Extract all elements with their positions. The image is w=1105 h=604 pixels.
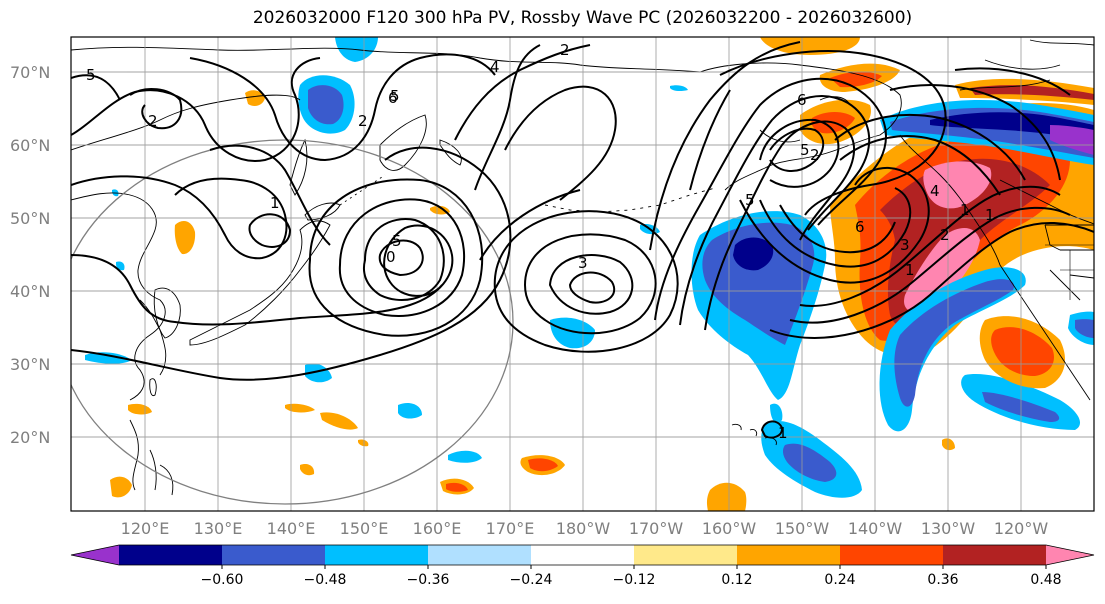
colorbar-swatch	[428, 545, 532, 565]
map-layer	[71, 37, 1094, 511]
contour-label: 3	[578, 254, 588, 272]
colorbar-tick-label: 0.48	[1030, 572, 1061, 588]
contour-label: 6	[855, 218, 865, 236]
pv-contours	[71, 41, 1094, 439]
colorbar-extend-high	[1046, 545, 1094, 565]
colorbar-tick-label: 0.12	[721, 572, 752, 588]
contour-label: 5	[86, 66, 96, 84]
colorbar-tick-label: −0.36	[407, 572, 450, 588]
colorbar-swatch	[943, 545, 1047, 565]
contour-label: 1	[905, 261, 915, 279]
contour-label: 1	[985, 206, 995, 224]
lon-label: 130°W	[921, 519, 976, 538]
lat-label: 60°N	[10, 136, 50, 155]
lat-label: 50°N	[10, 209, 50, 228]
map-frame	[70, 36, 1095, 512]
pv-negative-anomaly-subtropical-east	[879, 267, 1094, 432]
colorbar-swatch	[119, 545, 223, 565]
lon-label: 120°E	[121, 519, 170, 538]
gridlines	[71, 37, 1094, 511]
colorbar-swatch	[222, 545, 326, 565]
contour-label: 6	[388, 89, 398, 107]
contour-label: 5	[390, 87, 400, 105]
colorbar-tick-label: −0.24	[510, 572, 553, 588]
contour-label: 4	[930, 182, 940, 200]
lon-label: 120°W	[994, 519, 1049, 538]
colorbar-tick-label: −0.48	[304, 572, 347, 588]
pv-negative-anomaly-central-pacific	[691, 211, 862, 498]
lat-label: 40°N	[10, 282, 50, 301]
colorbar-swatch	[634, 545, 738, 565]
colorbar-swatch	[325, 545, 429, 565]
contour-label: 2	[810, 146, 820, 164]
contour-label: 2	[148, 112, 158, 130]
lat-label: 30°N	[10, 355, 50, 374]
lon-label: 170°W	[629, 519, 684, 538]
contour-label: 3	[900, 236, 910, 254]
lon-label: 160°E	[413, 519, 462, 538]
colorbar-swatch	[840, 545, 944, 565]
contour-label: 1	[960, 201, 970, 219]
colorbar-swatch	[737, 545, 841, 565]
lon-label: 140°E	[267, 519, 316, 538]
lat-label: 70°N	[10, 63, 50, 82]
lon-label: 130°E	[194, 519, 243, 538]
contour-label: 1	[270, 194, 280, 212]
lat-label: 20°N	[10, 428, 50, 447]
contour-label: 1	[778, 424, 788, 442]
range-circle	[71, 139, 514, 505]
contour-label: 5	[392, 232, 402, 250]
contour-label: 5	[745, 191, 755, 209]
lon-label: 160°W	[702, 519, 757, 538]
latitude-labels: 70°N 60°N 50°N 40°N 30°N 20°N	[10, 63, 50, 447]
lon-label: 140°W	[848, 519, 903, 538]
contour-label: 6	[797, 91, 807, 109]
colorbar-tick-label: 0.36	[927, 572, 958, 588]
colorbar-tick-label: −0.12	[613, 572, 656, 588]
colorbar-tick-label: −0.60	[201, 572, 244, 588]
colorbar: −0.60 −0.48 −0.36 −0.24 −0.12 0.12 0.24 0.36 0.4…	[70, 544, 1095, 588]
colorbar-extend-low	[71, 545, 119, 565]
lon-label: 150°E	[340, 519, 389, 538]
lon-label: 170°E	[486, 519, 535, 538]
map-title: 2026032000 F120 300 hPa PV, Rossby Wave …	[252, 8, 913, 28]
contour-label: 0	[386, 248, 396, 266]
lon-label: 180°W	[556, 519, 611, 538]
colorbar-swatch	[531, 545, 635, 565]
contour-label: 5	[800, 141, 810, 159]
lon-label: 150°W	[775, 519, 830, 538]
contour-label: 2	[560, 41, 570, 59]
colorbar-outline	[70, 544, 1095, 566]
colorbar-tick-label: 0.24	[824, 572, 855, 588]
pv-anomaly-west-pacific	[85, 37, 955, 511]
contour-label: 2	[358, 112, 368, 130]
longitude-labels: 120°E 130°E 140°E 150°E 160°E 170°E 180°…	[121, 519, 1049, 538]
contour-label: 4	[490, 58, 500, 76]
contour-label: 2	[940, 226, 950, 244]
contour-labels: 5 2 5 2 6 4 5 1 2 3 5 6 5 6 3 4 1 2 1 1 …	[86, 41, 995, 442]
